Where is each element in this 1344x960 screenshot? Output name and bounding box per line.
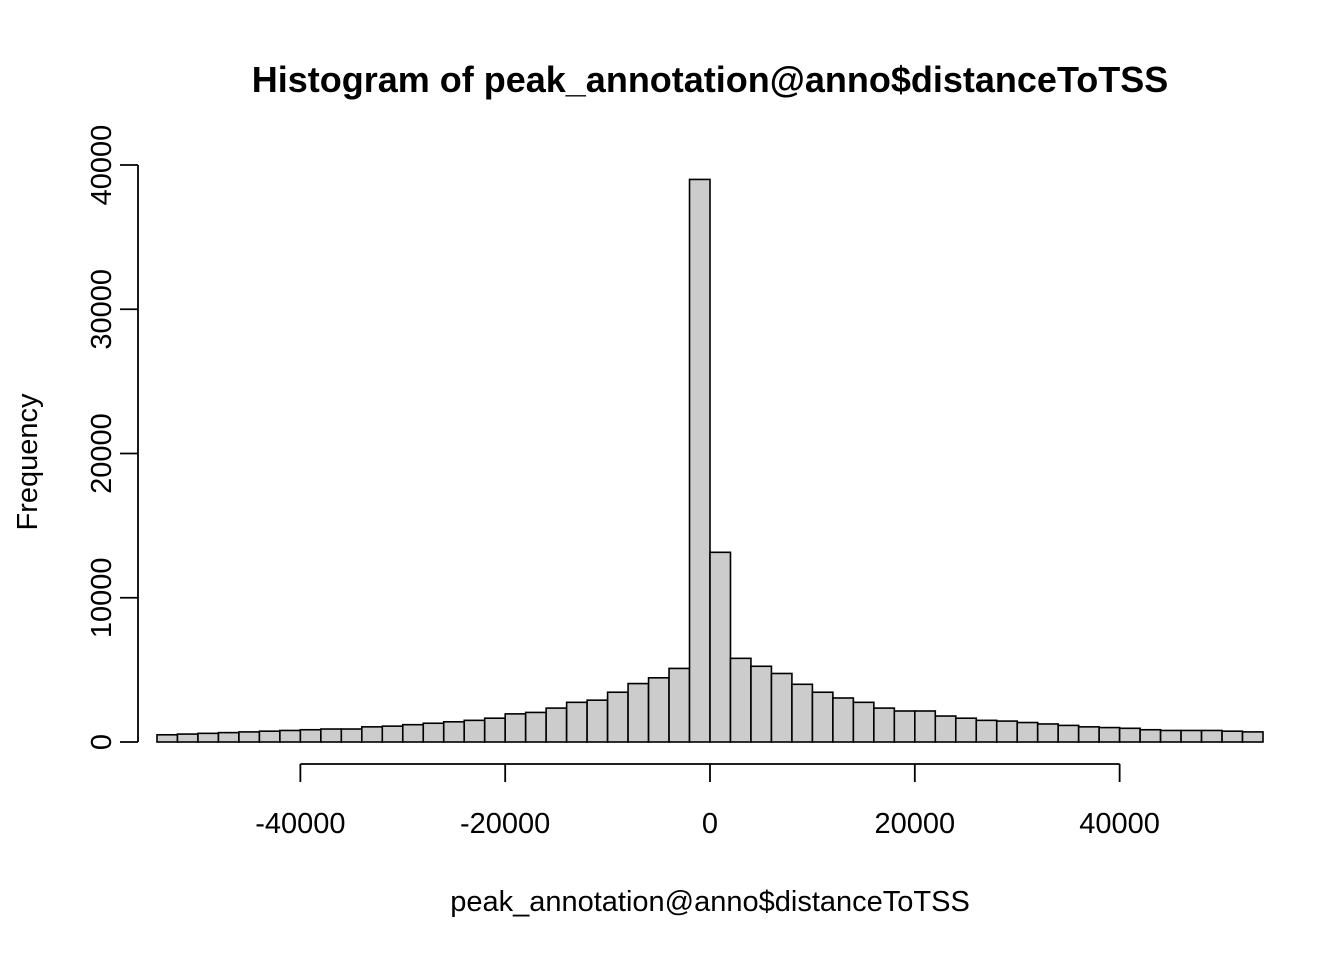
- histogram-bar: [1221, 730, 1244, 743]
- histogram-bar: [606, 691, 629, 743]
- histogram-bar: [1139, 728, 1162, 743]
- histogram-bar: [750, 665, 773, 743]
- histogram-bar: [1118, 727, 1141, 743]
- histogram-bar: [176, 733, 199, 743]
- histogram-bar: [340, 728, 363, 743]
- y-tick-label: 20000: [86, 413, 118, 494]
- histogram-bar: [279, 729, 302, 743]
- y-axis-label: Frequency: [12, 393, 44, 531]
- histogram-bar: [565, 701, 588, 743]
- histogram-bar: [954, 717, 978, 743]
- histogram-bar: [545, 707, 568, 743]
- histogram-bar: [934, 715, 957, 743]
- histogram-bar: [1057, 724, 1080, 743]
- x-axis-label: peak_annotation@anno$distanceToTSS: [450, 886, 970, 918]
- histogram-bar: [258, 730, 281, 743]
- histogram-bar: [442, 720, 466, 743]
- histogram-bar: [1159, 729, 1182, 743]
- histogram-bar: [1200, 729, 1223, 743]
- histogram-bar: [217, 731, 240, 743]
- histogram-bar: [1077, 726, 1100, 743]
- histogram-bar: [1180, 729, 1203, 743]
- histogram-bar: [238, 731, 261, 743]
- histogram-bar: [893, 710, 916, 743]
- y-tick-label: 10000: [86, 557, 118, 638]
- histogram-bar: [422, 722, 445, 743]
- histogram-bar: [1016, 721, 1039, 743]
- x-tick-label: -20000: [460, 808, 550, 840]
- y-tick-label: 30000: [86, 269, 118, 350]
- histogram-bar: [401, 723, 425, 743]
- histogram-bar: [914, 710, 937, 743]
- x-tick-label: 20000: [874, 808, 955, 840]
- histogram-bar: [156, 733, 179, 743]
- chart-title: Histogram of peak_annotation@anno$distan…: [252, 59, 1169, 100]
- histogram-bar: [627, 682, 650, 743]
- x-tick-label: 40000: [1079, 808, 1160, 840]
- histogram-bar: [729, 657, 752, 743]
- x-axis: -40000 -20000 0 20000 40000: [255, 763, 1160, 840]
- histogram-bar: [1036, 723, 1059, 743]
- histogram-bar: [524, 711, 547, 743]
- histogram-bars: [156, 178, 1264, 743]
- histogram-bar: [791, 683, 814, 743]
- histogram-bar: [668, 667, 691, 743]
- histogram-bar: [873, 707, 896, 743]
- histogram-bar: [688, 178, 711, 743]
- histogram-bar: [709, 551, 732, 743]
- histogram-bar: [361, 726, 384, 743]
- x-tick-label: -40000: [255, 808, 345, 840]
- histogram-bar: [770, 672, 793, 743]
- histogram-bar: [299, 728, 322, 743]
- histogram-bar: [832, 697, 855, 743]
- histogram-bar: [381, 725, 404, 743]
- y-tick-label: 0: [86, 734, 118, 750]
- histogram-bar: [647, 677, 670, 743]
- histogram-bar: [1098, 726, 1121, 743]
- histogram-bar: [586, 699, 609, 743]
- histogram-bar: [320, 728, 343, 743]
- histogram-bar: [483, 717, 506, 743]
- histogram-bar: [811, 691, 834, 743]
- histogram-bar: [1241, 731, 1264, 743]
- x-tick-label: 0: [702, 808, 718, 840]
- histogram-bar: [197, 732, 220, 743]
- histogram-bar: [504, 713, 527, 743]
- y-tick-label: 40000: [86, 125, 118, 206]
- histogram-bar: [975, 719, 998, 743]
- histogram-bar: [995, 720, 1019, 743]
- histogram-bar: [463, 719, 486, 743]
- y-axis: 0 10000 20000 30000 40000: [86, 125, 139, 750]
- histogram-bar: [852, 701, 875, 743]
